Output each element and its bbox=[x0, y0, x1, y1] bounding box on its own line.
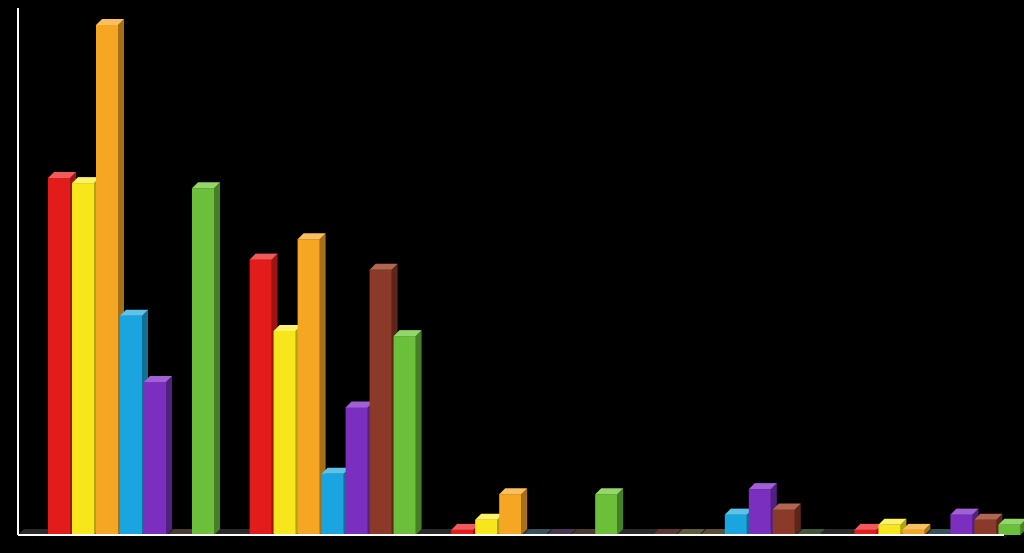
bar-chart-svg bbox=[0, 0, 1024, 553]
chart-area bbox=[0, 0, 1024, 553]
